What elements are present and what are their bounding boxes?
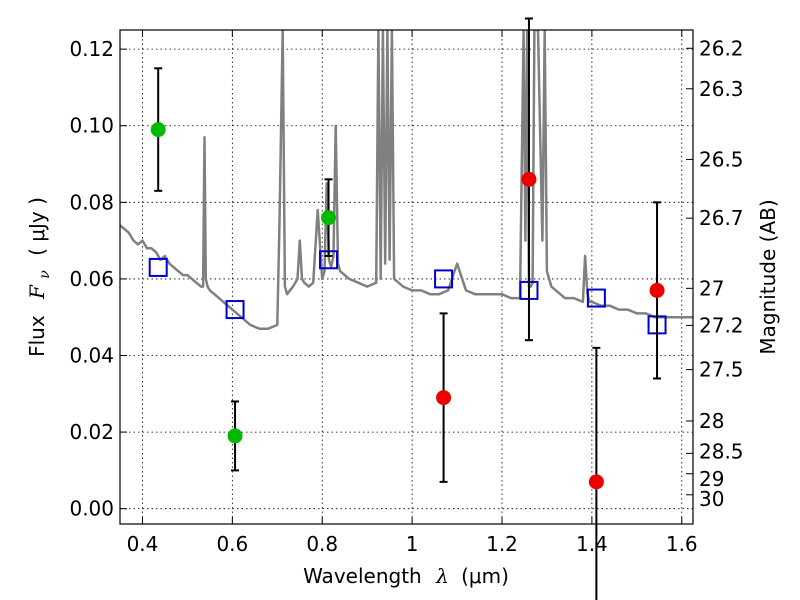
right-tick-label: 28.5: [699, 439, 744, 463]
y-axis-label: Flux: [25, 315, 49, 357]
x-tick-label: 1.6: [666, 532, 698, 556]
x-tick-label: 1.4: [576, 532, 608, 556]
x-tick-label: 1: [406, 532, 419, 556]
y-tick-label: 0.08: [69, 190, 114, 214]
y-axis-ticks: 0.00 0.02 0.04 0.06 0.08 0.10 0.12: [69, 37, 127, 521]
sed-curve-layer: [120, 30, 693, 330]
right-tick-label: 26.2: [699, 36, 744, 60]
x-tick-label: 0.8: [306, 532, 338, 556]
right-tick-label: 28: [699, 409, 724, 433]
x-axis-title: Wavelength λ (μm): [303, 564, 509, 588]
right-tick-label: 27: [699, 276, 724, 300]
y-axis-unit: ( μJy ): [25, 197, 49, 256]
detection-point: [227, 428, 243, 444]
right-tick-label: 29: [699, 467, 724, 491]
x-axis-symbol: λ: [435, 564, 449, 588]
y-axis-symbol: F: [25, 284, 49, 300]
grid-lines: [120, 30, 693, 524]
model-photometry-square: [434, 269, 454, 289]
plot-frame: [119, 29, 694, 525]
nondetection-point: [588, 474, 604, 490]
detection-point: [321, 210, 337, 226]
x-tick-label: 1.2: [486, 532, 518, 556]
x-tick-label: 0.6: [216, 532, 248, 556]
nondetection-point: [436, 390, 452, 406]
right-tick-label: 26.5: [699, 147, 744, 171]
nondetection-point: [521, 171, 537, 187]
y-tick-label: 0.02: [69, 420, 114, 444]
sed-model-curve: [120, 30, 693, 330]
y-axis-title: Flux F ν ( μJy ): [25, 197, 54, 357]
right-axis-title: Magnitude (AB): [756, 199, 780, 354]
model-photometry-square: [586, 288, 606, 308]
right-tick-label: 27.5: [699, 358, 744, 382]
model-photometry-square: [148, 257, 168, 277]
right-tick-label: 26.7: [699, 206, 744, 230]
x-axis-unit: (μm): [461, 564, 509, 588]
y-tick-label: 0.06: [69, 267, 114, 291]
plot-background: [120, 30, 693, 524]
right-tick-label: 26.3: [699, 77, 744, 101]
detection-point: [150, 122, 166, 138]
x-axis-label: Wavelength: [303, 564, 422, 588]
y-tick-label: 0.04: [69, 344, 114, 368]
data-point-layer: [150, 122, 665, 490]
x-tick-label: 0.4: [127, 532, 159, 556]
right-tick-label: 30: [699, 487, 724, 511]
nondetection-point: [649, 282, 665, 298]
model-photometry-square: [225, 300, 245, 320]
y-tick-label: 0.10: [69, 114, 114, 138]
y-tick-label: 0.00: [69, 497, 114, 521]
y-axis-subscript: ν: [37, 270, 53, 279]
right-tick-label: 27.2: [699, 313, 744, 337]
y-tick-label: 0.12: [69, 37, 114, 61]
x-axis-ticks: 0.4 0.6 0.8 1 1.2 1.4 1.6: [127, 30, 698, 556]
